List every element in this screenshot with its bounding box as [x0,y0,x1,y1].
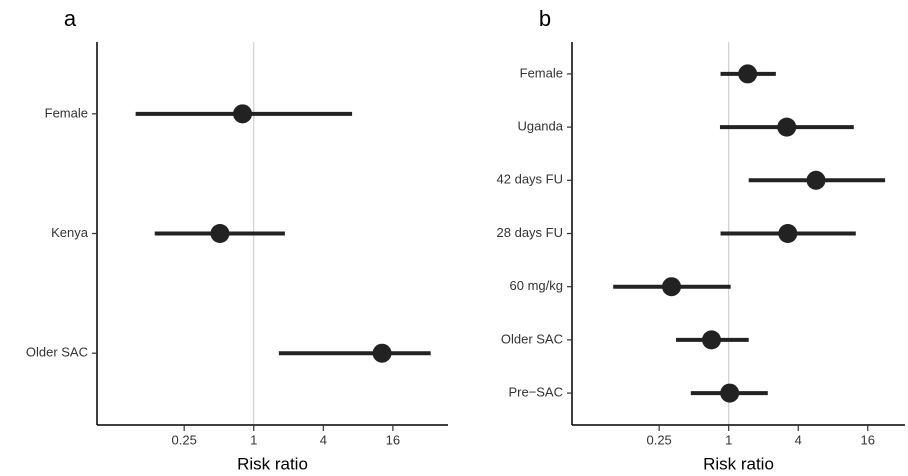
y-tick-label: Older SAC [26,345,88,360]
y-tick-label: 42 days FU [497,172,563,187]
point-estimate [738,64,758,84]
point-estimate [233,104,253,124]
x-tick-label: 0.25 [172,432,197,447]
x-tick-label: 16 [386,432,400,447]
point-estimate [372,343,392,363]
y-tick-label: Female [520,65,563,80]
y-tick-label: Female [45,105,88,120]
x-tick-label: 0.25 [646,432,671,447]
y-tick-label: 28 days FU [497,225,563,240]
y-tick-label: Older SAC [501,331,563,346]
x-axis-title: Risk ratio [237,454,308,473]
point-estimate [662,277,682,297]
point-estimate [777,117,797,137]
point-estimate [720,383,740,403]
x-tick-label: 16 [861,432,875,447]
x-tick-label: 4 [795,432,802,447]
x-tick-label: 1 [250,432,257,447]
point-estimate [210,224,230,243]
y-tick-label: Kenya [51,225,89,240]
x-axis-title: Risk ratio [703,454,774,473]
x-tick-label: 1 [725,432,732,447]
point-estimate [806,170,826,190]
y-tick-label: Uganda [517,119,563,134]
y-tick-label: Pre−SAC [508,385,563,400]
point-estimate [702,330,722,350]
point-estimate [778,224,798,243]
x-tick-label: 4 [320,432,327,447]
panel-title: b [539,6,551,31]
panel-title: a [64,6,77,31]
y-tick-label: 60 mg/kg [510,278,563,293]
